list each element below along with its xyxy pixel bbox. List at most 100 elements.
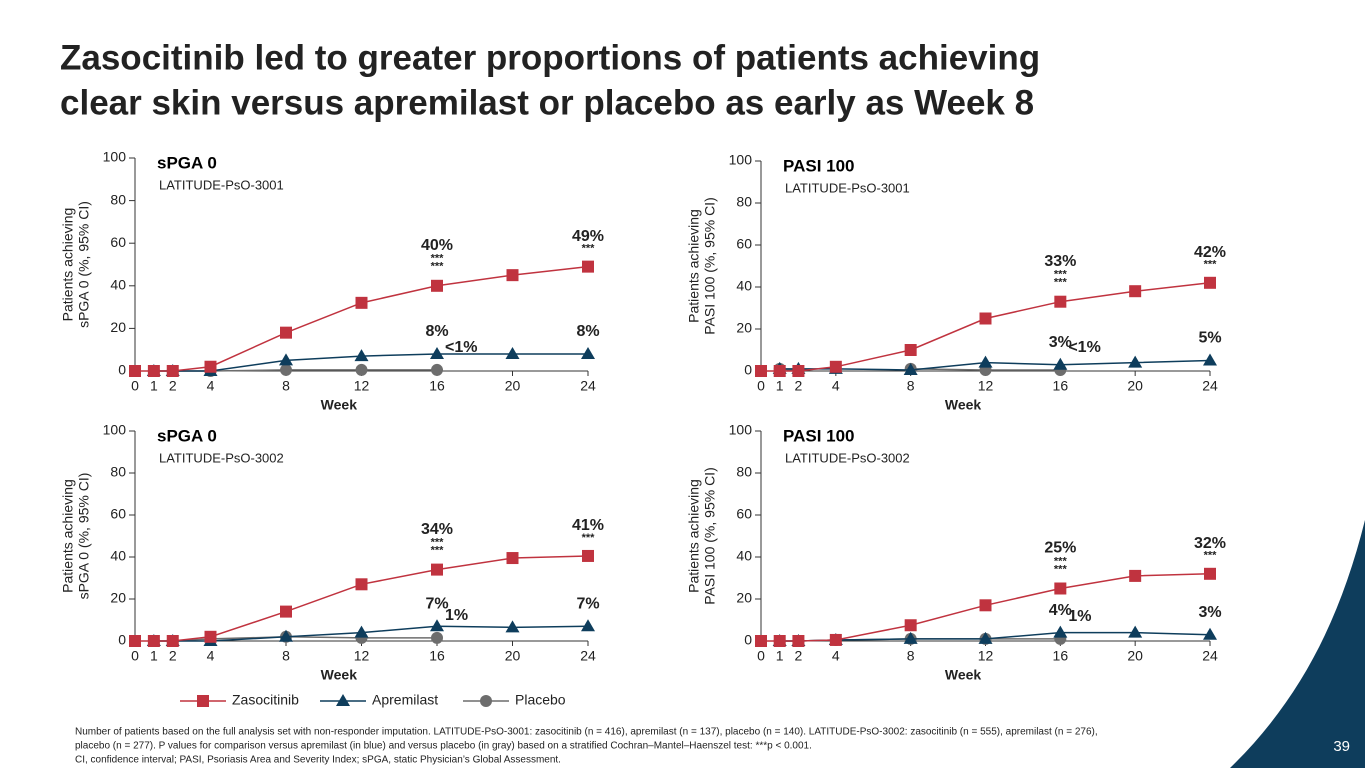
y-axis-label: sPGA 0 (%, 95% CI): [76, 201, 92, 328]
marker: [431, 563, 443, 576]
y-tick-label: 80: [736, 464, 752, 480]
y-tick-label: 40: [736, 278, 752, 294]
marker: [1128, 625, 1143, 638]
marker: [792, 635, 805, 647]
value-label: <1%: [1068, 339, 1100, 356]
marker: [147, 365, 160, 377]
x-tick-label: 2: [169, 378, 177, 394]
x-tick-label: 0: [757, 648, 765, 664]
marker: [147, 635, 160, 647]
y-axis-label: sPGA 0 (%, 95% CI): [76, 473, 92, 600]
legend-label: Placebo: [515, 692, 566, 708]
value-label: 5%: [1198, 330, 1221, 347]
marker: [430, 346, 444, 359]
x-tick-label: 8: [907, 648, 915, 664]
x-tick-label: 0: [757, 378, 765, 394]
significance-apremilast: ***: [1054, 269, 1068, 281]
marker: [829, 633, 842, 646]
marker: [979, 599, 992, 612]
marker: [354, 625, 369, 638]
x-axis-label: Week: [321, 397, 358, 413]
marker: [505, 620, 520, 633]
series-line: [779, 359, 1211, 371]
y-tick-label: 40: [110, 548, 126, 564]
marker: [431, 363, 443, 376]
legend-label: Zasocitinib: [232, 692, 299, 708]
value-label: 34%: [421, 521, 453, 538]
footnote: Number of patients based on the full ana…: [75, 727, 1098, 738]
marker: [355, 363, 368, 376]
value-label: <1%: [445, 339, 477, 356]
marker: [431, 279, 443, 292]
series-line: [779, 631, 1211, 642]
marker: [430, 619, 444, 632]
x-tick-label: 16: [1053, 378, 1069, 394]
value-label: 1%: [1068, 608, 1091, 625]
marker: [1129, 285, 1142, 298]
x-tick-label: 1: [150, 648, 158, 664]
x-tick-label: 20: [505, 648, 521, 664]
significance-placebo: ***: [431, 545, 445, 557]
significance-apremilast: ***: [1204, 259, 1218, 271]
marker: [755, 365, 767, 377]
x-tick-label: 12: [354, 378, 370, 394]
y-tick-label: 20: [736, 590, 752, 606]
significance-apremilast: ***: [1054, 555, 1068, 567]
marker: [505, 346, 520, 359]
y-tick-label: 0: [744, 632, 752, 648]
marker: [355, 578, 368, 591]
marker: [581, 619, 595, 632]
y-tick-label: 60: [110, 506, 126, 522]
marker: [1129, 569, 1142, 582]
x-axis-label: Week: [945, 667, 982, 683]
y-tick-label: 60: [736, 506, 752, 522]
marker: [582, 260, 594, 273]
marker: [581, 346, 595, 359]
marker: [354, 349, 369, 362]
x-tick-label: 16: [429, 648, 445, 664]
x-tick-label: 0: [131, 378, 139, 394]
slide-title: clear skin versus apremilast or placebo …: [60, 83, 1034, 122]
x-tick-label: 4: [207, 378, 215, 394]
marker: [903, 631, 918, 644]
marker: [979, 312, 992, 325]
y-tick-label: 0: [744, 362, 752, 378]
x-tick-label: 12: [978, 378, 994, 394]
x-tick-label: 24: [580, 648, 596, 664]
marker: [792, 365, 805, 377]
y-axis-label: Patients achieving: [686, 479, 702, 593]
marker: [755, 635, 767, 647]
x-axis-label: Week: [321, 667, 358, 683]
page-number: 39: [1333, 738, 1350, 755]
significance-placebo: ***: [1054, 277, 1068, 289]
slide-title: Zasocitinib led to greater proportions o…: [60, 38, 1040, 77]
value-label: 4%: [1049, 602, 1072, 619]
y-tick-label: 40: [110, 277, 126, 293]
x-tick-label: 4: [832, 648, 840, 664]
x-tick-label: 1: [776, 378, 784, 394]
y-tick-label: 60: [110, 234, 126, 250]
marker: [166, 365, 179, 377]
footnote: placebo (n = 277). P values for comparis…: [75, 741, 812, 752]
value-label: 25%: [1044, 540, 1076, 557]
legend-marker: [197, 695, 209, 707]
x-tick-label: 20: [505, 378, 521, 394]
y-axis-label: Patients achieving: [60, 479, 76, 593]
y-axis-label: PASI 100 (%, 95% CI): [702, 197, 718, 334]
y-tick-label: 80: [736, 194, 752, 210]
x-tick-label: 4: [832, 378, 840, 394]
marker: [279, 353, 293, 366]
x-tick-label: 2: [169, 648, 177, 664]
x-tick-label: 8: [907, 378, 915, 394]
marker: [773, 635, 786, 647]
marker: [1053, 625, 1068, 638]
marker: [280, 605, 292, 618]
marker: [1204, 567, 1216, 580]
marker: [280, 363, 292, 376]
x-tick-label: 12: [354, 648, 370, 664]
marker: [1054, 295, 1067, 308]
marker: [279, 629, 293, 642]
x-tick-label: 16: [429, 378, 445, 394]
